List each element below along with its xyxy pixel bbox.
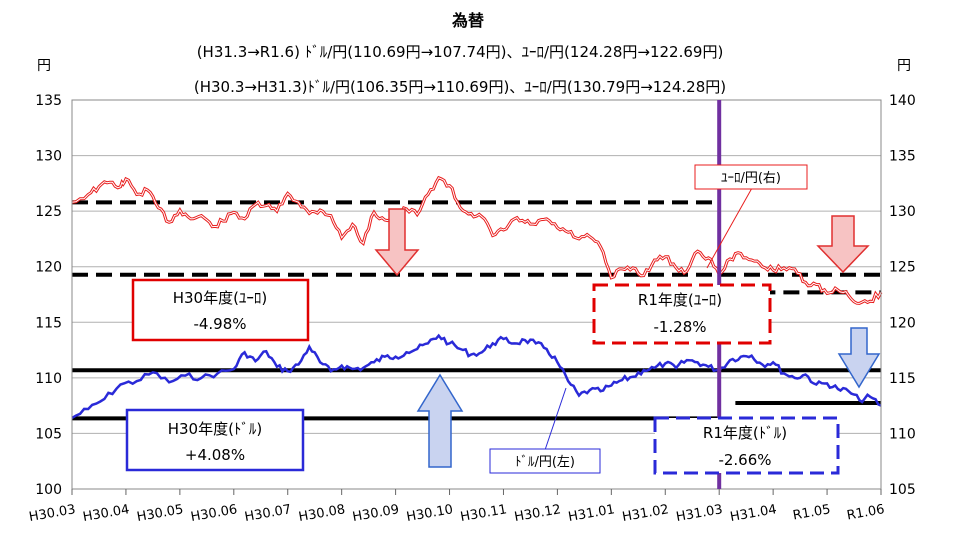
y-left-tick-label: 135 <box>35 93 62 109</box>
annotation-r1-dollar-label: R1年度(ﾄﾞﾙ) <box>703 424 787 442</box>
euro-series-label: ﾕｰﾛ/円(右) <box>721 171 781 186</box>
dollar-down-arrow <box>837 327 881 389</box>
annotation-r1-dollar: R1年度(ﾄﾞﾙ) -2.66% <box>653 416 840 475</box>
annotation-h30-euro-label: H30年度(ﾕｰﾛ) <box>173 289 268 307</box>
x-tick-label: R1.06 <box>846 502 886 523</box>
plot-area-border <box>71 99 882 490</box>
dollar-up-arrow <box>416 373 464 468</box>
y-left-tick-label: 120 <box>35 260 62 276</box>
y-right-tick-label: 130 <box>889 204 916 220</box>
annotation-h30-dollar: H30年度(ﾄﾞﾙ) +4.08% <box>125 408 305 472</box>
y-right-tick-label: 125 <box>889 260 916 276</box>
y-left-tick-label: 115 <box>35 315 62 331</box>
annotation-h30-dollar-value: +4.08% <box>185 446 245 464</box>
y-left-tick-label: 125 <box>35 204 62 220</box>
annotation-h30-euro: H30年度(ﾕｰﾛ) -4.98% <box>131 278 310 342</box>
y-right-tick-label: 140 <box>889 93 916 109</box>
series-lines <box>71 175 883 419</box>
dollar-series-line <box>71 333 882 419</box>
euro-series-line-inner <box>71 177 882 304</box>
y-right-unit: 円 <box>897 58 911 74</box>
annotation-r1-euro: R1年度(ﾕｰﾛ) -1.28% <box>592 283 772 345</box>
y-left-tick-label: 110 <box>35 371 62 387</box>
y-left-tick-label: 105 <box>35 426 62 442</box>
chart-subtitle-2: (H30.3→H31.3)ﾄﾞﾙ/円(106.35円→110.69円)、ﾕｰﾛ/… <box>194 78 726 96</box>
dollar-series-callout: ﾄﾞﾙ/円(左) <box>489 387 601 474</box>
y-right-tick-label: 110 <box>889 426 916 442</box>
x-tick-label: R1.05 <box>792 502 832 523</box>
dollar-series-label: ﾄﾞﾙ/円(左) <box>515 455 575 470</box>
chart-subtitle-1: (H31.3→R1.6) ﾄﾞﾙ/円(110.69円→107.74円)、ﾕｰﾛ/… <box>197 43 724 61</box>
annotation-h30-euro-value: -4.98% <box>193 315 246 333</box>
annotation-r1-euro-label: R1年度(ﾕｰﾛ) <box>638 291 722 309</box>
y-right-tick-label: 115 <box>889 371 916 387</box>
y-left-tick-label: 100 <box>35 482 62 498</box>
euro-down-arrow-2 <box>816 215 870 274</box>
euro-down-arrow-1 <box>374 208 420 277</box>
annotation-r1-euro-value: -1.28% <box>653 318 706 336</box>
y-right-tick-label: 120 <box>889 315 916 331</box>
euro-series-callout: ﾕｰﾛ/円(右) <box>694 164 808 269</box>
y-left-unit: 円 <box>37 58 51 74</box>
annotation-h30-dollar-label: H30年度(ﾄﾞﾙ) <box>168 420 263 438</box>
annotation-r1-dollar-value: -2.66% <box>718 451 771 469</box>
chart-title: 為替 <box>452 11 484 30</box>
y-right-tick-label: 135 <box>889 149 916 165</box>
y-right-tick-label: 105 <box>889 482 916 498</box>
y-left-tick-label: 130 <box>35 149 62 165</box>
